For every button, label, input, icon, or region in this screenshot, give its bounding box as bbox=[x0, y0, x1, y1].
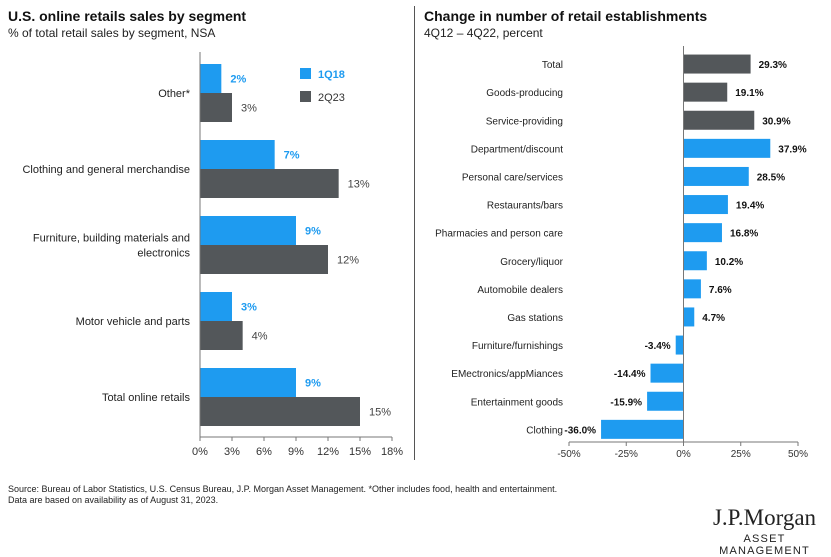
category-label-11: EMectronics/appMiances bbox=[451, 369, 563, 380]
bar-2Q23-4 bbox=[200, 397, 360, 426]
bar-2Q23-3 bbox=[200, 321, 243, 350]
bar-1Q18-1 bbox=[200, 140, 275, 169]
bar-11 bbox=[650, 363, 684, 383]
legend-label-1Q18: 1Q18 bbox=[318, 69, 345, 81]
value-label-2Q23-3: 4% bbox=[252, 331, 268, 343]
bar-9 bbox=[683, 307, 695, 327]
value-label-7: 10.2% bbox=[715, 257, 743, 268]
bar-0 bbox=[683, 54, 751, 74]
bar-5 bbox=[683, 195, 728, 215]
bar-1Q18-2 bbox=[200, 216, 296, 245]
right-bar-chart: Total 29.3% Goods-producing 19.1% Service-pr… bbox=[435, 46, 808, 460]
value-label-1Q18-0: 2% bbox=[230, 74, 246, 86]
x-tick-label-1: 3% bbox=[224, 446, 240, 458]
x-tick-label-0: -50% bbox=[557, 449, 580, 460]
value-label-9: 4.7% bbox=[702, 313, 725, 324]
category-label-0: Other* bbox=[158, 88, 191, 100]
value-label-1Q18-2: 9% bbox=[305, 226, 321, 238]
category-label-8: Automobile dealers bbox=[477, 285, 563, 296]
category-label-1: Clothing and general merchandise bbox=[22, 164, 190, 176]
value-label-2Q23-1: 13% bbox=[348, 179, 370, 191]
x-tick-label-0: 0% bbox=[192, 446, 208, 458]
category-label-7: Grocery/liquor bbox=[500, 257, 563, 268]
x-tick-label-4: 50% bbox=[788, 449, 808, 460]
category-label-5: Restaurants/bars bbox=[487, 201, 563, 212]
x-tick-label-4: 12% bbox=[317, 446, 339, 458]
category-label-4: Total online retails bbox=[102, 392, 191, 404]
category-label-12: Entertainment goods bbox=[471, 397, 563, 408]
bar-10 bbox=[675, 335, 684, 355]
bar-2Q23-1 bbox=[200, 169, 339, 198]
bar-1Q18-0 bbox=[200, 64, 222, 93]
value-label-1Q18-4: 9% bbox=[305, 378, 321, 390]
x-tick-label-5: 15% bbox=[349, 446, 371, 458]
left-chart-subtitle: % of total retail sales by segment, NSA bbox=[8, 26, 216, 40]
left-bar-chart: Other* Clothing and general merchandise Fu… bbox=[22, 52, 403, 458]
bar-3 bbox=[683, 138, 771, 158]
value-label-6: 16.8% bbox=[730, 229, 758, 240]
value-label-2: 30.9% bbox=[762, 116, 790, 127]
category-label-1: Goods-producing bbox=[486, 88, 563, 99]
category-label-9: Gas stations bbox=[507, 313, 563, 324]
category-label-2: Service-providing bbox=[486, 116, 563, 127]
bar-13 bbox=[601, 419, 684, 439]
source-footnote: Source: Bureau of Labor Statistics, U.S.… bbox=[8, 484, 558, 494]
category-label-2: Furniture, building materials and electro… bbox=[33, 233, 191, 260]
x-tick-label-3: 25% bbox=[731, 449, 751, 460]
x-tick-label-6: 18% bbox=[381, 446, 403, 458]
value-label-10: -3.4% bbox=[645, 341, 671, 352]
legend-swatch-2Q23 bbox=[300, 91, 311, 102]
bar-1Q18-3 bbox=[200, 292, 232, 321]
value-label-11: -14.4% bbox=[614, 369, 646, 380]
x-tick-label-3: 9% bbox=[288, 446, 304, 458]
value-label-1: 19.1% bbox=[735, 88, 763, 99]
value-label-8: 7.6% bbox=[709, 285, 732, 296]
bar-2Q23-2 bbox=[200, 245, 328, 274]
x-tick-label-2: 6% bbox=[256, 446, 272, 458]
value-label-2Q23-0: 3% bbox=[241, 103, 257, 115]
value-label-2Q23-2: 12% bbox=[337, 255, 359, 267]
bar-6 bbox=[683, 223, 722, 243]
category-label-3: Department/discount bbox=[471, 144, 563, 155]
bar-8 bbox=[683, 279, 701, 299]
jpmorgan-logo: J.P.Morgan ASSET MANAGEMENT bbox=[698, 505, 831, 557]
value-label-1Q18-1: 7% bbox=[284, 150, 300, 162]
value-label-0: 29.3% bbox=[759, 60, 787, 71]
category-label-13: Clothing bbox=[526, 425, 563, 436]
bar-7 bbox=[683, 251, 707, 271]
value-label-1Q18-3: 3% bbox=[241, 302, 257, 314]
category-label-6: Pharmacies and person care bbox=[435, 229, 563, 240]
legend-label-2Q23: 2Q23 bbox=[318, 92, 345, 104]
bar-4 bbox=[683, 166, 749, 186]
panel-divider bbox=[414, 6, 415, 460]
category-label-10: Furniture/furnishings bbox=[472, 341, 563, 352]
value-label-4: 28.5% bbox=[757, 172, 785, 183]
category-label-0: Total bbox=[542, 60, 563, 71]
x-tick-label-1: -25% bbox=[615, 449, 638, 460]
x-tick-label-2: 0% bbox=[676, 449, 691, 460]
bar-1 bbox=[683, 82, 728, 102]
logo-subtitle: ASSET MANAGEMENT bbox=[719, 533, 810, 557]
bar-12 bbox=[647, 391, 684, 411]
logo-name: J.P.Morgan bbox=[712, 505, 817, 530]
bar-2 bbox=[683, 110, 755, 130]
availability-footnote: Data are based on availability as of Aug… bbox=[8, 495, 219, 505]
value-label-3: 37.9% bbox=[778, 144, 806, 155]
bar-2Q23-0 bbox=[200, 93, 232, 122]
value-label-13: -36.0% bbox=[564, 425, 596, 436]
value-label-5: 19.4% bbox=[736, 201, 764, 212]
category-label-4: Personal care/services bbox=[462, 172, 563, 183]
legend-swatch-1Q18 bbox=[300, 68, 311, 79]
left-chart-title: U.S. online retails sales by segment bbox=[8, 8, 247, 24]
right-chart-subtitle: 4Q12 – 4Q22, percent bbox=[424, 26, 543, 40]
category-label-3: Motor vehicle and parts bbox=[76, 316, 191, 328]
value-label-12: -15.9% bbox=[610, 397, 642, 408]
bar-1Q18-4 bbox=[200, 368, 296, 397]
right-chart-title: Change in number of retail establishment… bbox=[424, 8, 708, 24]
value-label-2Q23-4: 15% bbox=[369, 407, 391, 419]
